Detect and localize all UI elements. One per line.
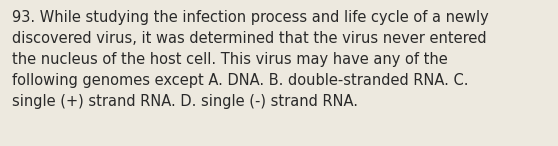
- Text: 93. While studying the infection process and life cycle of a newly: 93. While studying the infection process…: [12, 10, 489, 25]
- Text: discovered virus, it was determined that the virus never entered: discovered virus, it was determined that…: [12, 31, 487, 46]
- Text: following genomes except A. DNA. B. double-stranded RNA. C.: following genomes except A. DNA. B. doub…: [12, 73, 469, 88]
- Text: single (+) strand RNA. D. single (-) strand RNA.: single (+) strand RNA. D. single (-) str…: [12, 94, 358, 109]
- Text: the nucleus of the host cell. This virus may have any of the: the nucleus of the host cell. This virus…: [12, 52, 448, 67]
